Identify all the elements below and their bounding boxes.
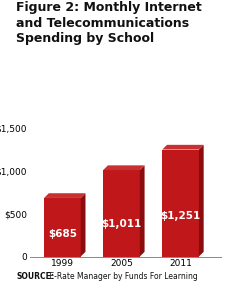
Polygon shape: [80, 193, 85, 256]
Polygon shape: [198, 145, 203, 256]
Text: $685: $685: [48, 229, 76, 239]
Polygon shape: [44, 193, 85, 198]
Text: $1,011: $1,011: [101, 219, 141, 229]
Polygon shape: [139, 165, 144, 256]
Text: Figure 2: Monthly Internet
and Telecommunications
Spending by School: Figure 2: Monthly Internet and Telecommu…: [16, 1, 201, 45]
Text: E-Rate Manager by Funds For Learning: E-Rate Manager by Funds For Learning: [47, 272, 197, 281]
Polygon shape: [44, 198, 80, 256]
Polygon shape: [161, 145, 203, 150]
Polygon shape: [161, 150, 198, 256]
Polygon shape: [103, 165, 144, 170]
Text: $1,251: $1,251: [160, 211, 200, 221]
Text: SOURCE:: SOURCE:: [16, 272, 54, 281]
Polygon shape: [103, 170, 139, 256]
